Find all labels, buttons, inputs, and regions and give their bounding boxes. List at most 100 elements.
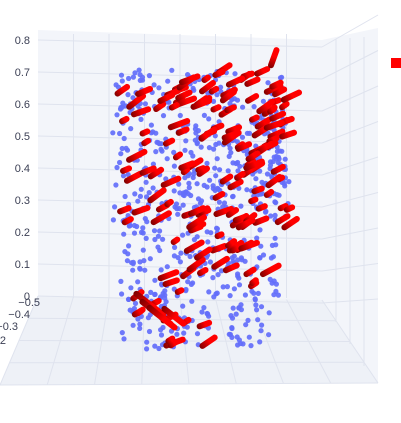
- cone-glyph: [119, 115, 130, 125]
- data-point: [260, 98, 266, 104]
- data-point: [136, 67, 142, 73]
- data-point: [158, 267, 164, 273]
- depth-tick-label: −0.2: [0, 335, 6, 347]
- data-point: [151, 82, 157, 88]
- data-point: [254, 235, 260, 241]
- floor-grid-line: [9, 361, 365, 364]
- data-point: [137, 259, 143, 265]
- data-point: [227, 100, 233, 107]
- data-point: [235, 257, 241, 263]
- data-point: [182, 147, 188, 153]
- cone-glyph: [150, 210, 172, 226]
- z-tick-label: 0.3: [15, 195, 30, 207]
- data-point: [257, 255, 263, 261]
- data-point: [259, 322, 265, 328]
- data-point: [118, 151, 124, 157]
- data-point: [114, 112, 120, 118]
- data-point: [180, 202, 186, 208]
- data-point: [258, 328, 264, 334]
- data-point: [138, 186, 144, 192]
- data-point: [189, 298, 195, 304]
- data-point: [174, 206, 180, 212]
- cone-glyph: [153, 101, 167, 112]
- data-point: [138, 116, 144, 122]
- cone-glyph: [174, 287, 185, 295]
- data-point: [262, 209, 269, 215]
- data-point: [138, 229, 145, 235]
- cone-glyph: [194, 246, 213, 261]
- data-point: [230, 258, 236, 264]
- cone-glyph: [212, 190, 226, 201]
- data-point: [254, 307, 260, 313]
- data-point: [257, 168, 263, 174]
- cone-glyph: [168, 102, 180, 111]
- cone-glyph: [188, 223, 204, 234]
- data-point: [113, 82, 119, 88]
- data-point: [266, 310, 272, 316]
- data-point: [235, 168, 241, 174]
- cone-glyph: [269, 110, 287, 122]
- data-point: [192, 137, 198, 143]
- data-point: [194, 234, 200, 240]
- cone-glyph: [244, 93, 260, 104]
- cone-glyph: [174, 95, 198, 108]
- z-tick-label: 0: [24, 291, 30, 303]
- data-point: [258, 191, 264, 197]
- data-point: [169, 67, 175, 73]
- data-point: [270, 254, 276, 260]
- data-point: [206, 116, 212, 122]
- cone-glyph: [227, 178, 244, 191]
- cone-glyph: [283, 204, 296, 213]
- data-point: [207, 177, 213, 183]
- z-tick-label: 0.5: [15, 131, 30, 143]
- cone-glyph: [162, 137, 176, 147]
- data-point: [156, 345, 162, 352]
- data-point: [152, 236, 158, 243]
- data-point: [128, 126, 134, 132]
- data-point: [150, 161, 156, 167]
- data-point: [152, 277, 158, 283]
- data-point: [139, 74, 146, 80]
- data-point: [152, 291, 158, 297]
- cone-glyph: [126, 148, 148, 163]
- cone-glyph: [249, 114, 260, 123]
- cone-glyph: [212, 68, 226, 78]
- data-point: [238, 302, 244, 308]
- cone-glyph: [178, 160, 196, 171]
- data-point: [164, 264, 170, 270]
- data-point: [158, 332, 165, 338]
- cone-glyph: [270, 163, 286, 175]
- legend[interactable]: [391, 58, 401, 68]
- data-point: [217, 167, 223, 173]
- data-point: [210, 98, 217, 104]
- data-point: [269, 242, 275, 248]
- data-point: [204, 160, 210, 166]
- data-point: [224, 284, 230, 290]
- data-point: [279, 148, 285, 154]
- data-point: [131, 230, 138, 236]
- cone-glyph: [139, 165, 157, 176]
- cone-glyph: [126, 93, 147, 110]
- cone-glyph: [255, 140, 275, 155]
- depth-tick-label: −0.5: [18, 297, 40, 309]
- cone-glyph: [170, 236, 181, 246]
- data-point: [236, 185, 242, 191]
- cone-glyph: [225, 207, 240, 218]
- cone-glyph: [123, 170, 144, 184]
- data-point: [272, 235, 278, 241]
- cone-glyph: [183, 239, 205, 254]
- data-point: [132, 191, 138, 197]
- cone-glyph: [268, 47, 280, 69]
- cone-glyph: [175, 89, 193, 101]
- cone-glyph: [225, 238, 238, 249]
- data-point: [160, 324, 166, 331]
- data-point: [119, 330, 125, 336]
- data-point: [118, 278, 124, 284]
- data-point: [227, 293, 233, 299]
- data-point: [165, 78, 171, 84]
- data-point: [130, 95, 136, 101]
- cone-glyph: [190, 97, 213, 110]
- data-point: [216, 199, 222, 205]
- data-point: [286, 179, 292, 185]
